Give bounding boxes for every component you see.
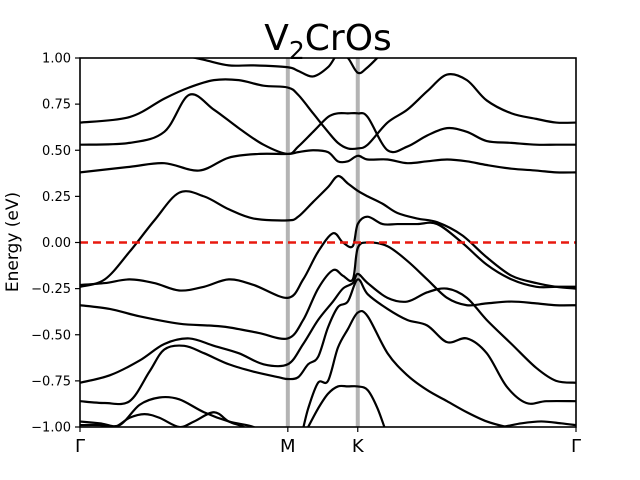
- band-lines: [80, 58, 576, 427]
- y-axis-ticks: −1.00 −0.75 −0.50 −0.25 0.00 0.25 0.50 0.75 1.00: [31, 52, 80, 436]
- band-line-10: [80, 411, 247, 427]
- k-tick-label: K: [352, 436, 365, 457]
- band-line-9: [80, 309, 512, 427]
- chart-title-subscript: 2: [289, 36, 305, 65]
- chart-title-rest: CrOs: [305, 18, 392, 59]
- band-line-4: [80, 174, 576, 290]
- y-tick-label: 0.25: [42, 190, 71, 205]
- chart-title-main: V: [264, 18, 289, 59]
- y-tick-label: 0.50: [42, 144, 71, 159]
- band-line-11: [306, 384, 386, 427]
- band-line-1: [80, 72, 576, 151]
- band-line-6: [80, 241, 576, 340]
- band-line-13: [190, 58, 379, 78]
- band-line-7: [80, 272, 576, 384]
- band-line-2: [80, 93, 576, 156]
- y-axis-title: Energy (eV): [3, 192, 23, 292]
- y-tick-label: 1.00: [42, 52, 71, 67]
- band-line-8: [80, 278, 576, 406]
- band-line-5: [80, 215, 576, 299]
- k-tick-label: Γ: [571, 436, 581, 457]
- y-tick-label: −0.25: [31, 282, 71, 297]
- y-tick-label: 0.00: [42, 236, 71, 251]
- k-tick-label: M: [280, 436, 296, 457]
- y-tick-label: −0.50: [31, 328, 71, 343]
- band-line-12: [492, 420, 576, 427]
- k-tick-label: Γ: [75, 436, 85, 457]
- y-tick-label: −1.00: [31, 421, 71, 436]
- y-tick-label: 0.75: [42, 98, 71, 113]
- band-line-3: [80, 149, 576, 174]
- y-tick-label: −0.75: [31, 374, 71, 389]
